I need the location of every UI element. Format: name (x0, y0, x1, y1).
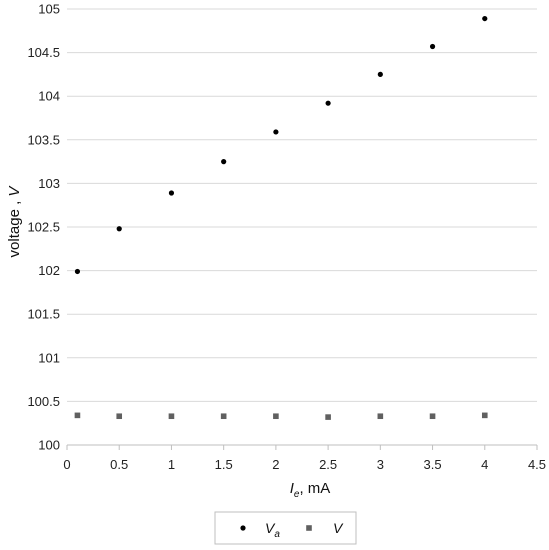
y-tick-label: 104 (38, 89, 60, 104)
point-v (116, 413, 123, 420)
legend-marker-v (306, 525, 312, 531)
y-axis-title-italic: V (6, 185, 23, 197)
tick-labels: 100100.5101101.5102102.5103103.5104104.5… (27, 2, 546, 473)
x-tick-label: 4.5 (528, 457, 546, 472)
point-va (482, 15, 488, 22)
point-va (377, 71, 383, 77)
y-tick-label: 101.5 (27, 307, 60, 322)
x-tick-label: 3 (377, 457, 384, 472)
point-v (377, 413, 384, 420)
x-tick-label: 3.5 (424, 457, 442, 472)
y-axis-title-main: voltage , (6, 197, 23, 258)
legend-box (214, 511, 357, 545)
legend-label-va-main: V (265, 520, 276, 536)
x-tick-label: 1 (168, 457, 175, 472)
x-axis-title-main: I (290, 480, 294, 497)
point-va (74, 268, 81, 275)
point-va (429, 43, 436, 50)
point-v (429, 413, 436, 420)
y-tick-label: 102.5 (27, 220, 60, 235)
y-tick-label: 104.5 (27, 45, 60, 60)
point-v (273, 413, 279, 420)
y-tick-label: 103.5 (27, 132, 60, 147)
point-va (221, 159, 227, 165)
x-tick-label: 2.5 (319, 457, 337, 472)
x-tick-label: 4 (481, 457, 488, 472)
gridlines (67, 8, 537, 402)
y-tick-label: 102 (38, 263, 60, 278)
x-axis-title-sub: e (294, 489, 300, 500)
point-v (168, 413, 175, 420)
legend-label-va-sub: a (274, 529, 280, 540)
point-v (325, 414, 331, 420)
point-v (481, 412, 488, 419)
legend: Va V (214, 511, 357, 545)
x-axis-title: Ie, mA (290, 480, 331, 500)
x-tick-label: 2 (272, 457, 279, 472)
y-axis-title: voltage , V (6, 185, 23, 258)
x-axis-title-rest: , mA (299, 480, 330, 497)
y-tick-label: 105 (38, 2, 60, 17)
point-va (168, 190, 175, 196)
y-tick-label: 103 (38, 176, 60, 191)
y-tick-label: 100.5 (27, 394, 60, 409)
legend-label-v-main: V (333, 520, 344, 536)
data-points (74, 15, 488, 420)
x-tick-label: 0.5 (110, 457, 128, 472)
legend-label-va: Va (265, 520, 280, 540)
x-tick-label: 0 (63, 457, 70, 472)
point-v (220, 413, 227, 420)
point-va (273, 129, 279, 135)
x-tick-label: 1.5 (215, 457, 233, 472)
point-va (325, 100, 331, 106)
point-va (116, 226, 122, 232)
legend-marker-va (240, 525, 246, 531)
point-v (74, 412, 81, 419)
legend-label-v: V (333, 520, 344, 536)
y-tick-label: 100 (38, 438, 60, 453)
y-tick-label: 101 (38, 350, 60, 365)
